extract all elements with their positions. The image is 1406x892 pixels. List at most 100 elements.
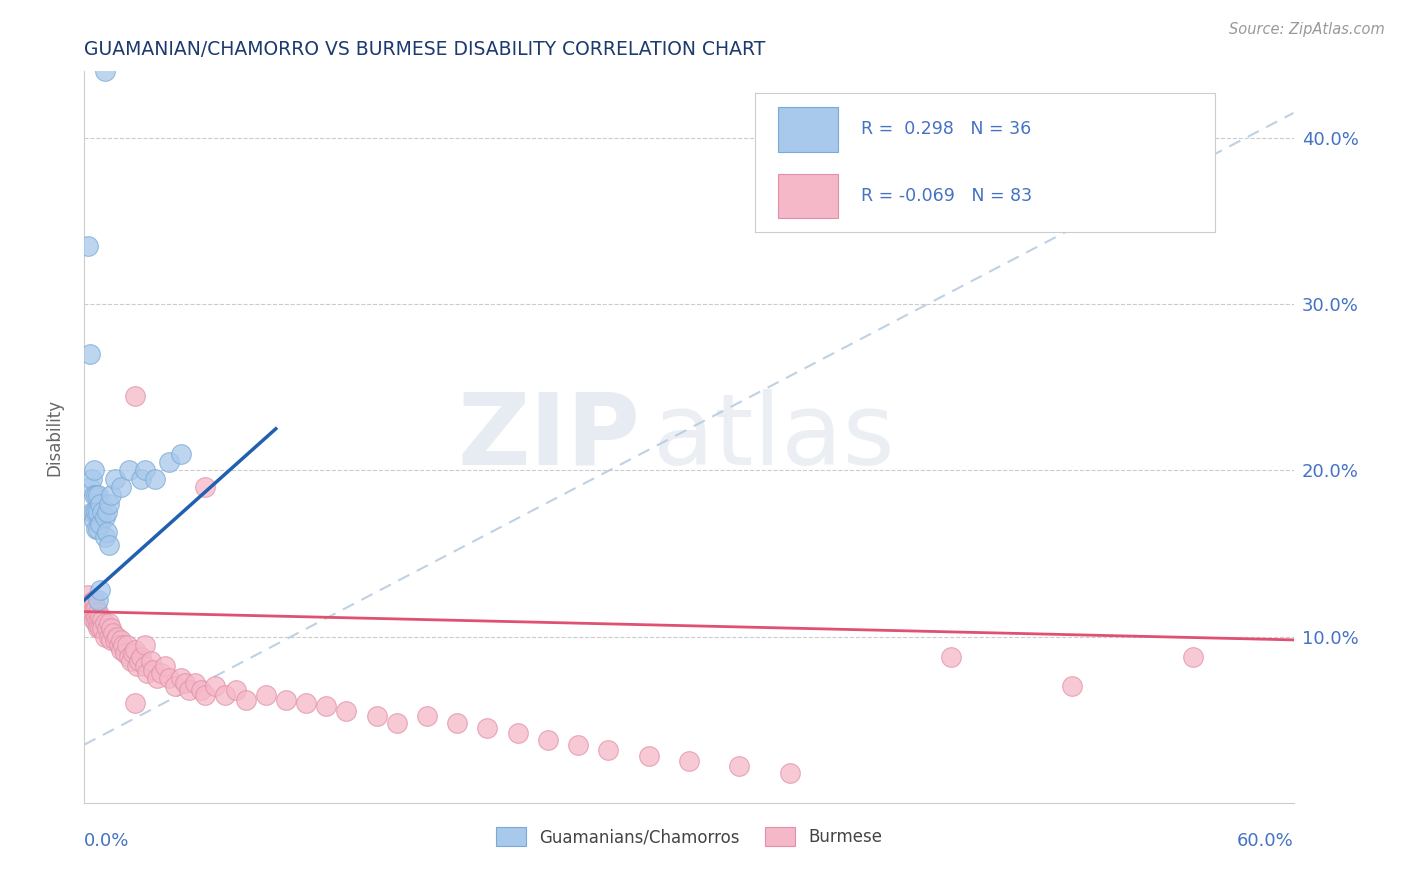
Point	[157, 671, 180, 685]
Point	[194, 688, 217, 702]
Point	[135, 666, 157, 681]
Point	[89, 497, 111, 511]
Point	[254, 688, 277, 702]
Point	[89, 582, 111, 597]
Point	[79, 596, 101, 610]
Point	[93, 616, 115, 631]
Point	[170, 671, 193, 685]
Point	[83, 513, 105, 527]
Text: atlas: atlas	[652, 389, 894, 485]
Point	[87, 488, 110, 502]
Point	[83, 488, 105, 502]
Point	[939, 649, 962, 664]
Point	[93, 64, 115, 78]
Point	[111, 638, 134, 652]
Point	[125, 659, 148, 673]
Point	[77, 588, 100, 602]
Point	[89, 516, 111, 531]
Point	[96, 505, 118, 519]
Text: ZIP: ZIP	[458, 389, 641, 485]
Point	[89, 621, 111, 635]
Point	[124, 643, 146, 657]
Point	[110, 632, 132, 647]
Point	[87, 521, 110, 535]
Point	[190, 682, 212, 697]
Text: 60.0%: 60.0%	[1237, 832, 1294, 850]
Point	[82, 505, 104, 519]
Point	[134, 463, 156, 477]
Text: 0.0%: 0.0%	[84, 832, 129, 850]
Point	[79, 480, 101, 494]
Point	[143, 472, 166, 486]
Point	[86, 488, 108, 502]
Point	[97, 538, 120, 552]
Point	[107, 638, 129, 652]
Legend: Guamanians/Chamorros, Burmese: Guamanians/Chamorros, Burmese	[489, 821, 889, 853]
Point	[170, 447, 193, 461]
Point	[366, 709, 388, 723]
Point	[100, 488, 122, 502]
Point	[83, 613, 105, 627]
Point	[93, 509, 115, 524]
Point	[87, 621, 110, 635]
Point	[385, 716, 408, 731]
Point	[104, 632, 127, 647]
Point	[105, 630, 128, 644]
Point	[82, 605, 104, 619]
Point	[83, 505, 105, 519]
Point	[214, 688, 236, 702]
Point	[194, 480, 217, 494]
Point	[87, 593, 110, 607]
Point	[97, 497, 120, 511]
Point	[87, 605, 110, 619]
Point	[179, 682, 201, 697]
Point	[1181, 649, 1204, 664]
Point	[477, 721, 499, 735]
Point	[416, 709, 439, 723]
Point	[153, 659, 176, 673]
Point	[97, 616, 120, 631]
Text: Disability: Disability	[45, 399, 63, 475]
Point	[335, 705, 357, 719]
Point	[110, 480, 132, 494]
Point	[165, 680, 187, 694]
Point	[91, 621, 114, 635]
Point	[83, 463, 105, 477]
Point	[1060, 680, 1083, 694]
Point	[728, 759, 751, 773]
Point	[96, 621, 118, 635]
Point	[86, 521, 108, 535]
Point	[446, 716, 468, 731]
Point	[567, 738, 589, 752]
Point	[204, 680, 226, 694]
Point	[174, 676, 197, 690]
Point	[86, 599, 108, 614]
Point	[142, 663, 165, 677]
Point	[678, 754, 700, 768]
Point	[97, 630, 120, 644]
Point	[235, 692, 257, 706]
Point	[83, 605, 105, 619]
Point	[506, 726, 529, 740]
Point	[129, 649, 152, 664]
Point	[129, 472, 152, 486]
Point	[149, 666, 172, 681]
Point	[124, 388, 146, 402]
Point	[274, 692, 297, 706]
Point	[184, 676, 207, 690]
Point	[79, 347, 101, 361]
Point	[82, 599, 104, 614]
Point	[93, 630, 115, 644]
Point	[86, 609, 108, 624]
Point	[124, 696, 146, 710]
Point	[87, 505, 110, 519]
Point	[315, 699, 337, 714]
Point	[779, 765, 801, 780]
Point	[121, 646, 143, 660]
Point	[139, 655, 162, 669]
Text: GUAMANIAN/CHAMORRO VS BURMESE DISABILITY CORRELATION CHART: GUAMANIAN/CHAMORRO VS BURMESE DISABILITY…	[84, 39, 766, 59]
Point	[637, 749, 659, 764]
Point	[225, 682, 247, 697]
Point	[157, 455, 180, 469]
Point	[93, 530, 115, 544]
